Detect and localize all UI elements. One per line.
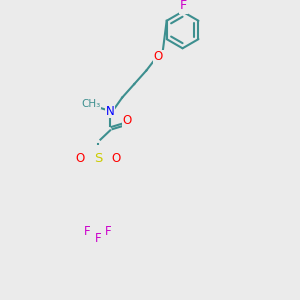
Text: CH₃: CH₃: [81, 99, 101, 109]
Text: O: O: [75, 152, 84, 165]
Text: F: F: [84, 225, 91, 238]
Text: F: F: [180, 0, 187, 12]
Text: F: F: [105, 225, 112, 238]
Text: N: N: [106, 105, 115, 118]
Text: F: F: [95, 232, 101, 244]
Text: O: O: [122, 114, 132, 127]
Text: O: O: [154, 50, 163, 64]
Text: O: O: [112, 152, 121, 165]
Text: S: S: [94, 152, 102, 165]
